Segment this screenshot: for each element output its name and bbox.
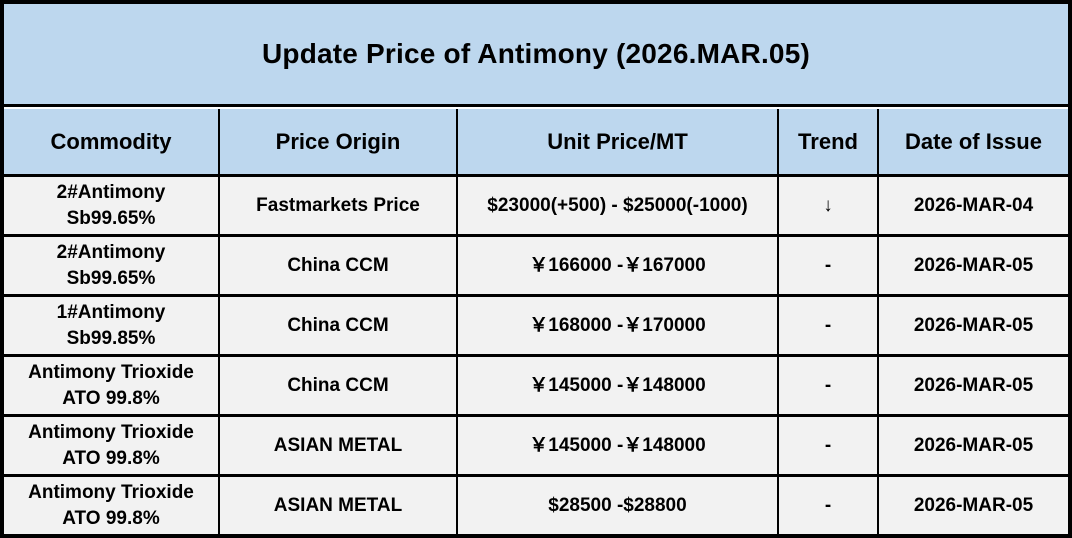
table-header-row: Commodity Price Origin Unit Price/MT Tre… xyxy=(4,109,1068,177)
commodity-cell: 2#Antimony Sb99.65% xyxy=(4,237,220,294)
commodity-cell: 1#Antimony Sb99.85% xyxy=(4,297,220,354)
column-header-date-of-issue: Date of Issue xyxy=(879,109,1068,174)
unit-price-cell: ￥168000 -￥170000 xyxy=(458,297,779,354)
column-header-price-origin: Price Origin xyxy=(220,109,458,174)
price-origin-cell: China CCM xyxy=(220,357,458,414)
trend-flat-dash: - xyxy=(779,417,879,474)
unit-price-cell: $23000(+500) - $25000(-1000) xyxy=(458,177,779,234)
unit-price-cell: $28500 -$28800 xyxy=(458,477,779,534)
price-origin-cell: Fastmarkets Price xyxy=(220,177,458,234)
price-origin-cell: China CCM xyxy=(220,297,458,354)
date-of-issue-cell: 2026-MAR-05 xyxy=(879,297,1068,354)
commodity-cell: Antimony Trioxide ATO 99.8% xyxy=(4,417,220,474)
price-origin-cell: China CCM xyxy=(220,237,458,294)
commodity-cell: 2#Antimony Sb99.65% xyxy=(4,177,220,234)
trend-flat-dash: - xyxy=(779,357,879,414)
column-header-unit-price: Unit Price/MT xyxy=(458,109,779,174)
price-origin-cell: ASIAN METAL xyxy=(220,477,458,534)
trend-flat-dash: - xyxy=(779,477,879,534)
price-origin-cell: ASIAN METAL xyxy=(220,417,458,474)
trend-down-arrow-icon: ↓ xyxy=(779,177,879,234)
column-header-trend: Trend xyxy=(779,109,879,174)
table-row: Antimony Trioxide ATO 99.8% ASIAN METAL … xyxy=(4,477,1068,534)
page-title: Update Price of Antimony (2026.MAR.05) xyxy=(261,38,810,69)
unit-price-cell: ￥166000 -￥167000 xyxy=(458,237,779,294)
trend-flat-dash: - xyxy=(779,237,879,294)
unit-price-cell: ￥145000 -￥148000 xyxy=(458,417,779,474)
table-row: 1#Antimony Sb99.85% China CCM ￥168000 -￥… xyxy=(4,297,1068,357)
trend-flat-dash: - xyxy=(779,297,879,354)
table-row: Antimony Trioxide ATO 99.8% China CCM ￥1… xyxy=(4,357,1068,417)
table-title-row: Update Price of Antimony (2026.MAR.05) xyxy=(4,4,1068,107)
date-of-issue-cell: 2026-MAR-05 xyxy=(879,357,1068,414)
table-row: 2#Antimony Sb99.65% China CCM ￥166000 -￥… xyxy=(4,237,1068,297)
table-row: 2#Antimony Sb99.65% Fastmarkets Price $2… xyxy=(4,177,1068,237)
column-header-commodity: Commodity xyxy=(4,109,220,174)
commodity-cell: Antimony Trioxide ATO 99.8% xyxy=(4,357,220,414)
unit-price-cell: ￥145000 -￥148000 xyxy=(458,357,779,414)
table-row: Antimony Trioxide ATO 99.8% ASIAN METAL … xyxy=(4,417,1068,477)
date-of-issue-cell: 2026-MAR-05 xyxy=(879,417,1068,474)
date-of-issue-cell: 2026-MAR-05 xyxy=(879,237,1068,294)
title-divider xyxy=(4,107,1068,109)
date-of-issue-cell: 2026-MAR-05 xyxy=(879,477,1068,534)
commodity-cell: Antimony Trioxide ATO 99.8% xyxy=(4,477,220,534)
date-of-issue-cell: 2026-MAR-04 xyxy=(879,177,1068,234)
